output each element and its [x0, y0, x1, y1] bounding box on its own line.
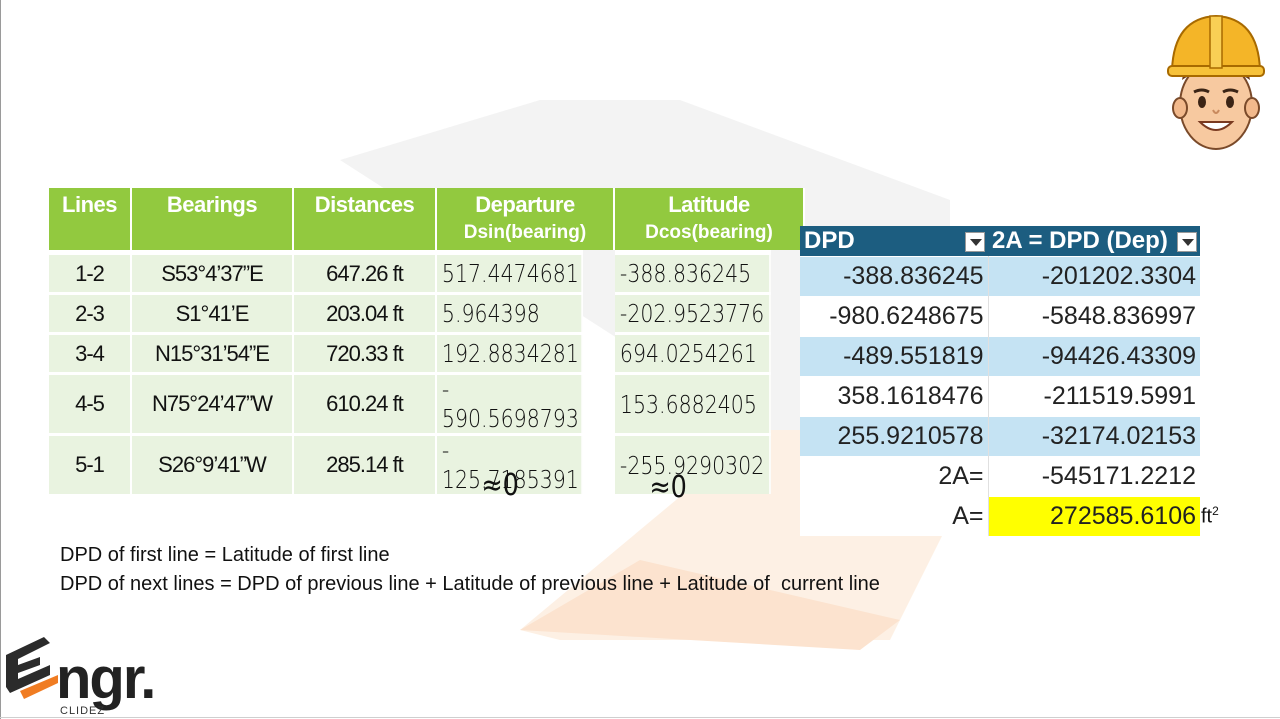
dpd-header-row: DPD 2A = DPD (Dep): [800, 226, 1200, 257]
cell-latitude: -255.9290302: [615, 433, 771, 494]
cell-latitude: 153.6882405: [615, 372, 771, 433]
cell-departure: 192.8834281: [437, 332, 583, 372]
table-row: 4-5 N75°24’47”W 610.24 ft - 590.5698793 …: [49, 372, 805, 433]
cell-line: 4-5: [49, 372, 132, 433]
dropdown-arrow-icon[interactable]: [965, 232, 985, 252]
cell-bearing: S53°4’37”E: [132, 250, 294, 292]
dropdown-arrow-icon[interactable]: [1177, 232, 1197, 252]
cell-dpd: 255.9210578: [800, 416, 989, 457]
cell-departure: 517.4474681: [437, 250, 583, 292]
cell-2a: -32174.02153: [988, 416, 1200, 457]
logo-subtitle: CLIDEZ: [60, 705, 106, 717]
slide-left-border: [0, 0, 1, 719]
slide-bottom-border: [0, 717, 1280, 718]
table-row: 358.1618476 -211519.5991: [800, 376, 1200, 417]
header-latitude-formula: Dcos(bearing): [645, 222, 773, 243]
cell-2a: -201202.3304: [988, 256, 1200, 297]
latitude-sum-approx: ≈0: [649, 470, 687, 505]
table-row: 5-1 S26°9’41”W 285.14 ft - 125.7185391 -…: [49, 433, 805, 494]
cell-line: 1-2: [49, 250, 132, 292]
header-departure: Departure Dsin(bearing): [437, 188, 615, 250]
total-row: 2A= -545171.2212: [800, 456, 1200, 497]
cell-departure: 5.964398: [437, 292, 583, 332]
cell-bearing: N75°24’47”W: [132, 372, 294, 433]
cell-latitude: -388.836245: [615, 250, 771, 292]
engr-logo-icon: [6, 637, 58, 699]
cell-dpd: 358.1618476: [800, 376, 989, 417]
area-row: A= 272585.6106: [800, 496, 1200, 536]
cell-dpd: -980.6248675: [800, 296, 989, 337]
departure-sum-approx: ≈0: [481, 468, 519, 503]
header-dpd[interactable]: DPD: [800, 226, 988, 257]
table-row: 255.9210578 -32174.02153: [800, 416, 1200, 457]
area-label: A=: [800, 496, 989, 536]
header-lines: Lines: [49, 188, 132, 250]
engineer-avatar-icon: [1167, 14, 1265, 150]
cell-latitude: 694.0254261: [615, 332, 771, 372]
cell-latitude: -202.9523776: [615, 292, 771, 332]
cell-departure: - 590.5698793: [437, 372, 583, 433]
logo-text: ngr.: [56, 646, 156, 711]
cell-distance: 285.14 ft: [294, 433, 437, 494]
table-row: 3-4 N15°31’54”E 720.33 ft 192.8834281 69…: [49, 332, 805, 372]
cell-bearing: N15°31’54”E: [132, 332, 294, 372]
cell-dpd: -388.836245: [800, 256, 989, 297]
note-next-lines: DPD of next lines = DPD of previous line…: [60, 573, 880, 595]
traverse-table: Lines Bearings Distances Departure Dsin(b…: [49, 188, 805, 494]
area-value: 272585.6106: [988, 496, 1200, 536]
header-distances: Distances: [294, 188, 437, 250]
cell-2a: -211519.5991: [988, 376, 1200, 417]
traverse-header-row: Lines Bearings Distances Departure Dsin(b…: [49, 188, 805, 250]
table-row: 2-3 S1°41’E 203.04 ft 5.964398 -202.9523…: [49, 292, 805, 332]
header-2a[interactable]: 2A = DPD (Dep): [988, 226, 1200, 257]
cell-2a: -5848.836997: [988, 296, 1200, 337]
cell-bearing: S1°41’E: [132, 292, 294, 332]
header-departure-formula: Dsin(bearing): [463, 222, 587, 243]
cell-distance: 647.26 ft: [294, 250, 437, 292]
cell-line: 2-3: [49, 292, 132, 332]
table-row: 1-2 S53°4’37”E 647.26 ft 517.4474681 -38…: [49, 250, 805, 292]
table-row: -980.6248675 -5848.836997: [800, 296, 1200, 337]
cell-line: 5-1: [49, 433, 132, 494]
total-label: 2A=: [800, 456, 989, 497]
cell-bearing: S26°9’41”W: [132, 433, 294, 494]
cell-2a: -94426.43309: [988, 336, 1200, 377]
header-bearings: Bearings: [132, 188, 294, 250]
cell-distance: 610.24 ft: [294, 372, 437, 433]
table-row: -489.551819 -94426.43309: [800, 336, 1200, 377]
note-first-line: DPD of first line = Latitude of first li…: [60, 544, 390, 566]
cell-departure: - 125.7185391: [437, 433, 583, 494]
cell-line: 3-4: [49, 332, 132, 372]
cell-distance: 720.33 ft: [294, 332, 437, 372]
cell-distance: 203.04 ft: [294, 292, 437, 332]
cell-dpd: -489.551819: [800, 336, 989, 377]
area-unit: ft2: [1201, 504, 1219, 528]
dpd-table: DPD 2A = DPD (Dep) -388.836245 -201202.3…: [800, 226, 1200, 536]
table-row: -388.836245 -201202.3304: [800, 256, 1200, 297]
total-value: -545171.2212: [988, 456, 1200, 497]
header-latitude: Latitude Dcos(bearing): [615, 188, 805, 250]
